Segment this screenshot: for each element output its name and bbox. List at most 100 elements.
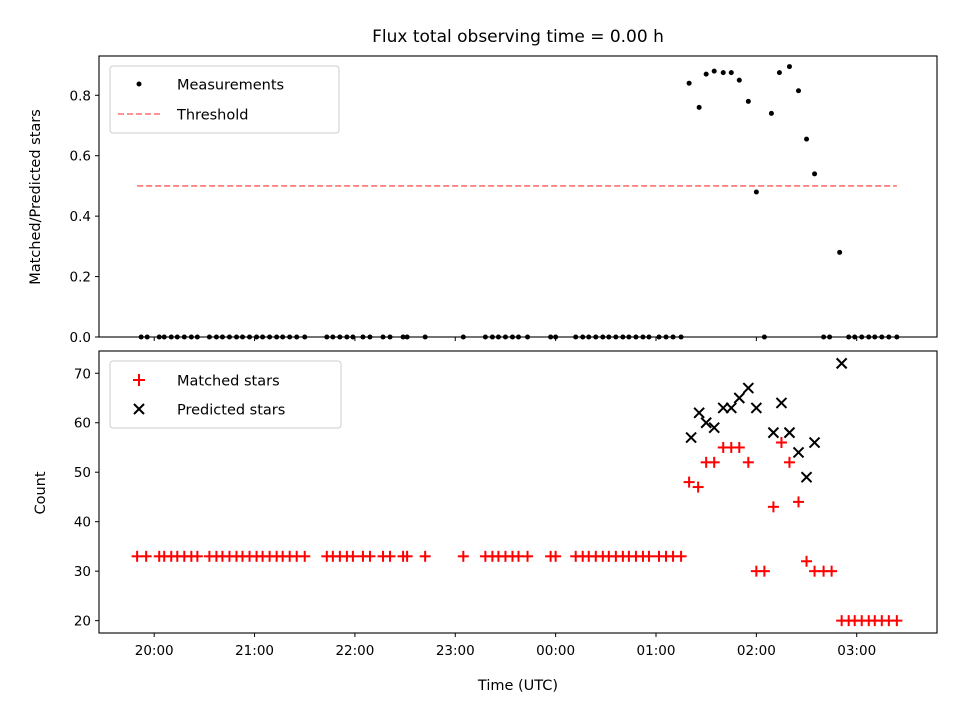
- matched-star-point: [419, 550, 431, 562]
- x-tick-label: 23:00: [436, 643, 475, 659]
- top-legend: Measurements Threshold: [109, 65, 340, 134]
- x-tick-label: 20:00: [135, 643, 174, 659]
- bottom-plot-marks: [131, 357, 903, 627]
- measurement-point: [703, 71, 709, 77]
- bottom-legend: Matched stars Predicted stars: [109, 360, 342, 429]
- measurement-point: [720, 70, 726, 76]
- measurement-point: [776, 70, 782, 76]
- matched-star-point: [364, 550, 376, 562]
- measurement-point: [796, 88, 802, 94]
- measurement-point: [837, 249, 843, 255]
- legend-plus-icon: [133, 374, 145, 386]
- bottom-y-tick-label: 20: [74, 614, 91, 630]
- legend-threshold-label: Threshold: [176, 108, 248, 124]
- matched-star-point: [758, 565, 770, 577]
- bottom-y-axis-label: Count: [33, 471, 49, 514]
- legend-dot-icon: [136, 81, 142, 87]
- predicted-star-point: [808, 436, 821, 449]
- x-tick-label: 22:00: [335, 643, 374, 659]
- bottom-axes-frame: [98, 350, 938, 634]
- predicted-star-point: [700, 417, 712, 429]
- predicted-star-point: [733, 392, 745, 404]
- x-axis-label: Time (UTC): [477, 678, 558, 694]
- x-tick-label: 21:00: [235, 643, 274, 659]
- x-tick-label: 00:00: [536, 643, 575, 659]
- x-tick-label: 03:00: [837, 643, 876, 659]
- measurement-point: [786, 64, 792, 70]
- legend-measurements-label: Measurements: [177, 78, 284, 94]
- matched-star-point: [708, 456, 720, 468]
- legend-predicted-label: Predicted stars: [177, 403, 285, 419]
- measurement-point: [804, 136, 810, 142]
- matched-star-point: [675, 550, 687, 562]
- matched-star-point: [783, 456, 795, 468]
- bottom-y-tick-label: 60: [74, 416, 91, 432]
- matched-star-point: [767, 501, 779, 513]
- bottom-y-tick-label: 70: [74, 366, 91, 382]
- bottom-y-tick-label: 30: [74, 564, 91, 580]
- matched-star-point: [643, 550, 655, 562]
- top-y-axis-label: Matched/Predicted stars: [28, 109, 44, 285]
- top-y-tick-label: 0.2: [70, 270, 91, 286]
- measurement-point: [711, 68, 717, 74]
- matched-star-point: [891, 615, 903, 627]
- measurement-point: [745, 98, 751, 104]
- matched-star-point: [742, 456, 754, 468]
- predicted-star-point: [800, 471, 813, 483]
- bottom-x-ticks: 20:00 21:00 22:00 23:00 00:00 01:00 02:00 03:00: [135, 633, 876, 659]
- legend-matched-label: Matched stars: [177, 374, 280, 390]
- predicted-star-point: [767, 426, 780, 439]
- measurement-point: [736, 77, 742, 83]
- top-legend-box: [109, 65, 340, 134]
- bottom-panel: 20 30 40 50 60 70 20:00 21:00 22:00 23:00 00:00 01…: [33, 350, 938, 694]
- top-y-ticks: 0.0 0.2 0.4 0.6 0.8: [70, 88, 99, 346]
- predicted-star-point: [783, 426, 796, 439]
- measurement-point: [768, 110, 774, 116]
- matched-star-point: [683, 476, 695, 488]
- predicted-star-point: [693, 407, 705, 419]
- matched-star-point: [522, 550, 534, 562]
- bottom-y-tick-label: 50: [74, 465, 91, 481]
- top-chart-title: Flux total observing time = 0.00 h: [372, 27, 664, 47]
- predicted-star-point: [750, 402, 763, 414]
- predicted-star-point: [685, 431, 697, 444]
- top-panel: 0.00.20.40.60.8 Matched/Predicted stars …: [28, 55, 938, 346]
- x-tick-label: 01:00: [637, 643, 676, 659]
- top-y-tick-label: 0.4: [70, 209, 91, 225]
- x-tick-label: 02:00: [737, 643, 776, 659]
- matched-star-point: [801, 555, 813, 567]
- top-y-tick-label: 0.0: [70, 330, 91, 346]
- bottom-y-ticks: 20 30 40 50 60 70: [74, 366, 99, 630]
- measurement-point: [753, 189, 759, 195]
- bottom-legend-box: [109, 360, 342, 429]
- matched-star-point: [793, 496, 805, 508]
- matched-star-point: [299, 550, 311, 562]
- measurement-point: [686, 80, 692, 86]
- matched-star-point: [775, 437, 787, 449]
- predicted-star-point: [725, 402, 737, 414]
- bottom-y-tick-label: 40: [74, 515, 91, 531]
- top-x-ticks: [153, 337, 858, 341]
- top-y-tick-label: 0.6: [70, 149, 91, 165]
- measurement-point: [696, 104, 702, 110]
- matched-star-point: [457, 550, 469, 562]
- measurement-point: [728, 70, 734, 76]
- predicted-star-point: [742, 382, 755, 394]
- top-y-tick-label: 0.8: [70, 88, 91, 104]
- matched-star-point: [384, 550, 396, 562]
- predicted-star-point: [708, 421, 720, 434]
- predicted-star-point: [792, 446, 805, 459]
- top-axes-frame: [98, 55, 938, 338]
- matched-star-point: [140, 550, 152, 562]
- measurement-point: [812, 171, 818, 177]
- matched-star-point: [733, 441, 745, 453]
- predicted-star-point: [775, 397, 788, 409]
- matched-star-point: [826, 565, 838, 577]
- matched-star-point: [347, 550, 359, 562]
- predicted-star-point: [835, 357, 848, 370]
- legend-x-icon: [133, 403, 145, 415]
- matched-star-point: [401, 550, 413, 562]
- matched-star-point: [550, 550, 562, 562]
- matched-star-point: [191, 550, 203, 562]
